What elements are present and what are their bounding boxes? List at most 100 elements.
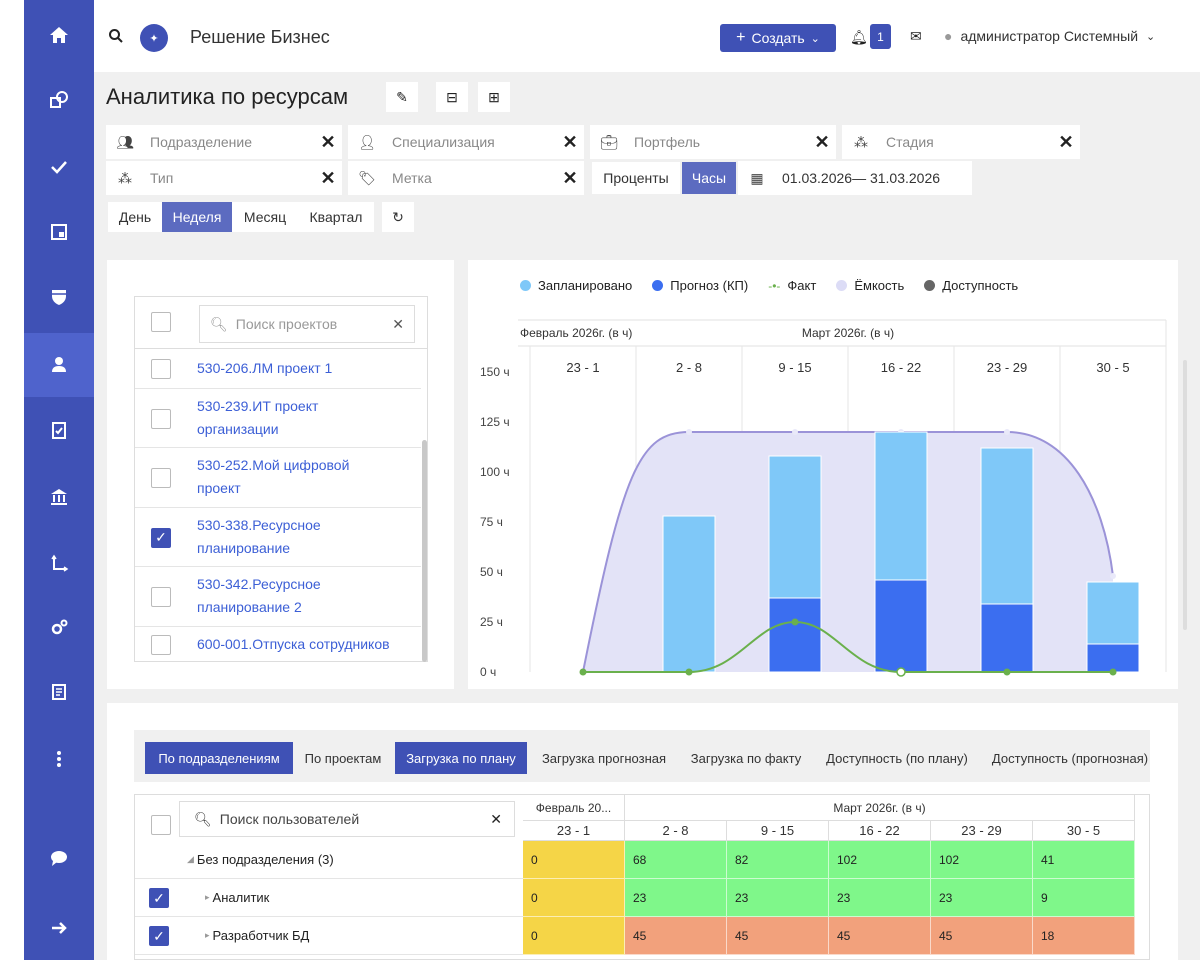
collapse-button[interactable]: ⊟ bbox=[436, 82, 468, 112]
legend-capacity[interactable]: Ёмкость bbox=[836, 278, 904, 293]
stage-filter[interactable]: ⁂ Стадия ✕ bbox=[842, 125, 1080, 159]
create-button[interactable]: + Создать ⌄ bbox=[720, 24, 836, 52]
mail-icon[interactable]: ✉ bbox=[910, 28, 922, 44]
project-row[interactable]: 530-239.ИТ проект организации bbox=[135, 389, 421, 448]
project-name[interactable]: 530-338.Ресурсное планирование bbox=[197, 517, 321, 556]
user-menu[interactable]: ● администратор Системный ⌄ bbox=[944, 28, 1155, 44]
tab-load-fact[interactable]: Загрузка по факту bbox=[690, 750, 802, 766]
project-row[interactable]: ✓ 530-338.Ресурсное планирование bbox=[135, 508, 421, 567]
axis-icon[interactable] bbox=[24, 532, 94, 596]
chart-scrollbar[interactable] bbox=[1183, 360, 1187, 630]
week-header: 16 - 22 bbox=[829, 821, 931, 841]
shield-icon[interactable] bbox=[24, 265, 94, 329]
more-vertical-icon[interactable] bbox=[24, 727, 94, 791]
collapsed-arrow-icon[interactable]: ▸ bbox=[205, 892, 210, 902]
fact-point bbox=[579, 668, 587, 676]
clear-tag-icon[interactable]: ✕ bbox=[562, 167, 578, 188]
calendar-icon[interactable] bbox=[24, 200, 94, 264]
project-search-input[interactable]: 🔍︎ Поиск проектов ✕ bbox=[199, 305, 415, 343]
select-all-users-checkbox[interactable] bbox=[151, 815, 171, 835]
clear-search-icon[interactable]: ✕ bbox=[490, 811, 502, 827]
clear-portfolio-icon[interactable]: ✕ bbox=[814, 131, 830, 152]
bell-icon[interactable]: 🔔︎ bbox=[850, 29, 868, 45]
project-name[interactable]: 600-001.Отпуска сотрудников bbox=[197, 636, 390, 652]
gears-icon[interactable] bbox=[24, 595, 94, 659]
tab-by-departments[interactable]: По подразделениям bbox=[145, 742, 293, 774]
refresh-button[interactable]: ↻ bbox=[382, 202, 414, 232]
bank-icon[interactable] bbox=[24, 465, 94, 529]
period-month[interactable]: Месяц bbox=[232, 202, 298, 232]
project-list-scrollbar[interactable] bbox=[422, 440, 427, 662]
tab-availability-forecast[interactable]: Доступность (прогнозная) bbox=[991, 750, 1149, 766]
legend-forecast[interactable]: Прогноз (КП) bbox=[652, 278, 748, 293]
date-range-picker[interactable]: ▦ 01.03.2026— 31.03.2026 bbox=[738, 161, 972, 195]
notification-badge[interactable]: 1 bbox=[870, 24, 891, 49]
clear-department-icon[interactable]: ✕ bbox=[320, 131, 336, 152]
period-week[interactable]: Неделя bbox=[162, 202, 232, 232]
project-checkbox[interactable] bbox=[151, 635, 171, 655]
legend-availability[interactable]: Доступность bbox=[924, 278, 1018, 293]
department-filter[interactable]: 👥︎ Подразделение ✕ bbox=[106, 125, 342, 159]
search-icon[interactable] bbox=[108, 28, 124, 44]
project-checkbox[interactable]: ✓ bbox=[151, 527, 171, 548]
table-cell: 0 bbox=[523, 879, 625, 917]
percent-toggle[interactable]: Проценты bbox=[592, 162, 680, 194]
project-name[interactable]: 530-252.Мой цифровой проект bbox=[197, 457, 350, 496]
table-row-name[interactable]: ▸ Разработчик БД bbox=[175, 917, 523, 955]
fact-point bbox=[1109, 668, 1117, 676]
type-filter[interactable]: ⁂ Тип ✕ bbox=[106, 161, 342, 195]
row-checkbox[interactable]: ✓ bbox=[149, 926, 169, 946]
app-logo-icon[interactable]: ✦ bbox=[140, 24, 168, 52]
project-name[interactable]: 530-206.ЛМ проект 1 bbox=[197, 360, 333, 376]
chat-icon[interactable] bbox=[24, 826, 94, 890]
expand-button[interactable]: ⊞ bbox=[478, 82, 510, 112]
project-row[interactable]: 530-252.Мой цифровой проект bbox=[135, 448, 421, 508]
legend-planned[interactable]: Запланировано bbox=[520, 278, 632, 293]
hierarchy-icon: ⁂ bbox=[118, 169, 132, 186]
clear-search-icon[interactable]: ✕ bbox=[392, 316, 404, 332]
tag-filter-label: Метка bbox=[392, 170, 432, 186]
project-checkbox[interactable] bbox=[151, 359, 171, 379]
select-all-projects-checkbox[interactable] bbox=[151, 312, 171, 332]
period-day[interactable]: День bbox=[108, 202, 162, 232]
edit-button[interactable]: ✎ bbox=[386, 82, 418, 112]
tab-load-plan[interactable]: Загрузка по плану bbox=[395, 742, 527, 774]
hours-toggle[interactable]: Часы bbox=[682, 162, 736, 194]
tag-filter[interactable]: 🏷︎ Метка ✕ bbox=[348, 161, 584, 195]
tab-availability-plan[interactable]: Доступность (по плану) bbox=[826, 750, 968, 766]
table-cell: 23 bbox=[625, 879, 727, 917]
collapsed-arrow-icon[interactable]: ▸ bbox=[205, 930, 210, 940]
expanded-arrow-icon[interactable]: ◢ bbox=[187, 854, 194, 864]
table-row-name[interactable]: ▸ Аналитик bbox=[175, 879, 523, 917]
tab-load-forecast[interactable]: Загрузка прогнозная bbox=[541, 750, 667, 766]
user-icon[interactable] bbox=[24, 333, 94, 397]
tab-by-projects[interactable]: По проектам bbox=[304, 750, 382, 766]
project-name[interactable]: 530-342.Ресурсное планирование 2 bbox=[197, 576, 321, 615]
project-checkbox[interactable] bbox=[151, 408, 171, 429]
clear-specialization-icon[interactable]: ✕ bbox=[562, 131, 578, 152]
row-checkbox-cell: ✓ bbox=[135, 917, 175, 955]
project-row[interactable]: 530-206.ЛМ проект 1 bbox=[135, 349, 421, 389]
arrow-right-icon[interactable] bbox=[24, 896, 94, 960]
project-row[interactable]: 600-001.Отпуска сотрудников bbox=[135, 627, 421, 661]
home-icon[interactable] bbox=[24, 3, 94, 67]
check-icon[interactable] bbox=[24, 135, 94, 199]
specialization-filter[interactable]: 👤︎ Специализация ✕ bbox=[348, 125, 584, 159]
clear-type-icon[interactable]: ✕ bbox=[320, 167, 336, 188]
project-name[interactable]: 530-239.ИТ проект организации bbox=[197, 398, 319, 437]
clear-stage-icon[interactable]: ✕ bbox=[1058, 131, 1074, 152]
project-checkbox[interactable] bbox=[151, 468, 171, 488]
y-tick-label: 100 ч bbox=[480, 465, 510, 479]
legend-fact[interactable]: -•- Факт bbox=[768, 278, 816, 293]
user-search-input[interactable]: 🔍︎ Поиск пользователей ✕ bbox=[179, 801, 515, 837]
period-quarter[interactable]: Квартал bbox=[298, 202, 374, 232]
shapes-icon[interactable] bbox=[24, 68, 94, 132]
clipboard-check-icon[interactable] bbox=[24, 398, 94, 462]
report-icon[interactable] bbox=[24, 660, 94, 724]
row-checkbox[interactable]: ✓ bbox=[149, 888, 169, 908]
project-row[interactable]: 530-342.Ресурсное планирование 2 bbox=[135, 567, 421, 627]
portfolio-filter[interactable]: 💼︎ Портфель ✕ bbox=[590, 125, 836, 159]
table-row-name[interactable]: ◢ Без подразделения (3) bbox=[175, 841, 523, 879]
fact-point bbox=[685, 668, 693, 676]
project-checkbox[interactable] bbox=[151, 587, 171, 607]
